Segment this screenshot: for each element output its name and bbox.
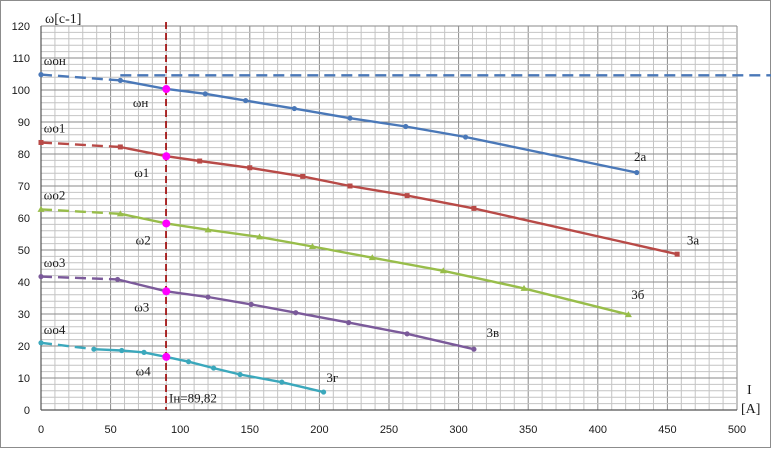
annotation-label: ωо4 (44, 322, 66, 337)
intersection-marker (162, 219, 170, 227)
data-point (119, 348, 124, 353)
annotation-label: ω4 (136, 364, 152, 379)
data-point (471, 206, 476, 211)
y-tick-label: 0 (24, 405, 30, 417)
data-point (321, 389, 326, 394)
y-tick-label: 120 (12, 21, 30, 33)
data-point (463, 134, 468, 139)
x-tick-label: 500 (728, 424, 746, 436)
x-tick-label: 300 (449, 424, 467, 436)
data-point (186, 359, 191, 364)
data-point (38, 274, 43, 279)
y-tick-label: 30 (18, 309, 30, 321)
data-point (205, 294, 210, 299)
data-point (91, 347, 96, 352)
x-tick-label: 350 (519, 424, 537, 436)
data-point (634, 170, 639, 175)
x-tick-label: 100 (171, 424, 189, 436)
y-tick-label: 50 (18, 245, 30, 257)
x-tick-label: 400 (589, 424, 607, 436)
y-tick-label: 70 (18, 181, 30, 193)
x-axis-unit: [A] (741, 402, 760, 417)
x-tick-label: 200 (310, 424, 328, 436)
series-line (94, 349, 324, 392)
y-axis-label: ω[c-1] (45, 12, 81, 27)
data-lines (38, 22, 771, 410)
y-tick-label: 60 (18, 213, 30, 225)
data-point (348, 184, 353, 189)
annotation-label: ωон (44, 53, 66, 68)
x-tick-label: 150 (241, 424, 259, 436)
y-tick-label: 110 (12, 53, 30, 65)
y-tick-label: 20 (18, 341, 30, 353)
data-point (38, 340, 43, 345)
y-tick-label: 40 (18, 277, 30, 289)
annotation-label: 3в (486, 325, 499, 340)
annotation-label: ωо1 (44, 120, 66, 135)
data-point (405, 193, 410, 198)
annotation-label: ω2 (136, 232, 151, 247)
y-tick-label: 100 (12, 85, 30, 97)
annotation-label: 2а (634, 149, 647, 164)
data-point (300, 174, 305, 179)
intersection-marker (162, 353, 170, 361)
data-point (141, 350, 146, 355)
annotation-label: 3б (631, 287, 645, 302)
annotation-label: 3г (326, 370, 338, 385)
data-point (118, 144, 123, 149)
y-tick-label: 80 (18, 149, 30, 161)
data-point (249, 302, 254, 307)
series-dashed-line (41, 277, 118, 280)
annotation-label: ωо2 (44, 188, 66, 203)
data-point (211, 365, 216, 370)
data-point (243, 98, 248, 103)
data-point (237, 372, 242, 377)
annotation-label: 3а (687, 232, 700, 247)
data-point (471, 347, 476, 352)
annotation-label: ω3 (134, 300, 149, 315)
data-point (292, 106, 297, 111)
data-point (347, 116, 352, 121)
series-line (120, 214, 628, 315)
x-tick-label: 0 (38, 424, 44, 436)
data-point (197, 159, 202, 164)
data-point (404, 331, 409, 336)
intersection-marker (162, 152, 170, 160)
x-axis-label: I (747, 383, 752, 398)
y-tick-label: 90 (18, 117, 30, 129)
annotation-label: ωн (133, 95, 149, 110)
data-point (38, 72, 43, 77)
data-point (293, 310, 298, 315)
annotation-label: ωо3 (44, 255, 66, 270)
nominal-current-label: Iн=89,82 (169, 390, 217, 405)
data-point (346, 320, 351, 325)
data-point (675, 252, 680, 257)
data-point (115, 277, 120, 282)
y-tick-label: 10 (18, 373, 30, 385)
intersection-marker (162, 287, 170, 295)
data-point (247, 165, 252, 170)
intersection-marker (162, 85, 170, 93)
x-tick-label: 250 (380, 424, 398, 436)
x-tick-label: 450 (658, 424, 676, 436)
data-point (403, 124, 408, 129)
x-tick-label: 50 (104, 424, 116, 436)
data-point (118, 78, 123, 83)
data-point (39, 140, 44, 145)
data-point (203, 91, 208, 96)
data-point (279, 380, 284, 385)
annotation-label: ω1 (134, 165, 149, 180)
series-dashed-line (41, 143, 120, 148)
